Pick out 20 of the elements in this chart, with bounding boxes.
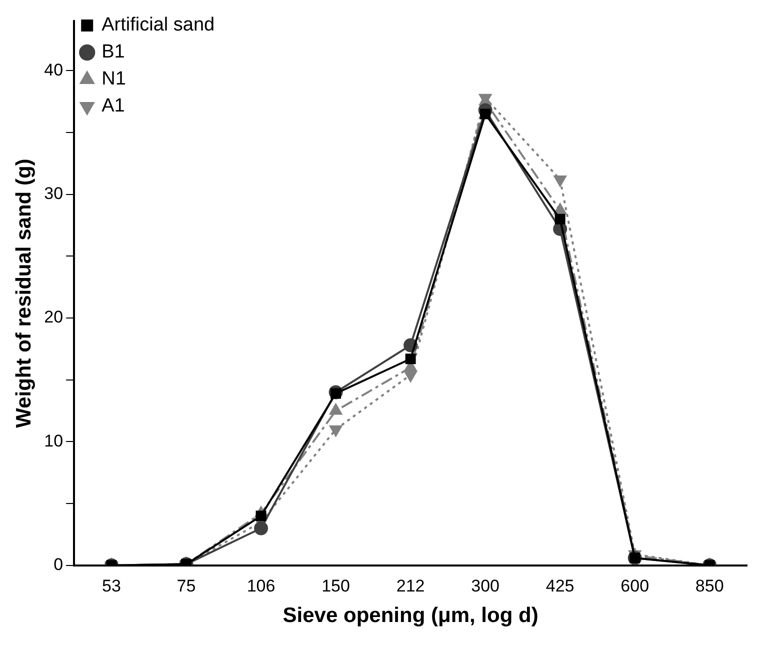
x-tick-label: 53: [102, 576, 121, 596]
x-axis-title: Sieve opening (μm, log d): [282, 604, 538, 628]
x-tick-label: 300: [471, 576, 500, 596]
x-tick-label: 850: [695, 576, 724, 596]
legend-label: N1: [102, 68, 126, 90]
y-tick-label: 40: [44, 60, 64, 80]
y-axis-title: Weight of residual sand (g): [12, 158, 36, 428]
y-tick-label: 0: [54, 555, 64, 574]
legend-label: A1: [102, 96, 125, 117]
legend-label: Artificial sand: [102, 14, 215, 36]
x-tick-label: 212: [396, 576, 425, 596]
x-tick-label: 75: [176, 576, 196, 596]
legend-label: B1: [102, 42, 125, 63]
y-tick-label: 30: [44, 184, 64, 204]
y-tick-label: 20: [44, 308, 64, 327]
x-tick-label: 106: [246, 576, 276, 596]
x-tick-label: 600: [620, 576, 650, 596]
x-tick-label: 425: [546, 576, 574, 596]
y-tick-label: 10: [44, 431, 64, 450]
x-tick-label: 150: [322, 576, 350, 596]
